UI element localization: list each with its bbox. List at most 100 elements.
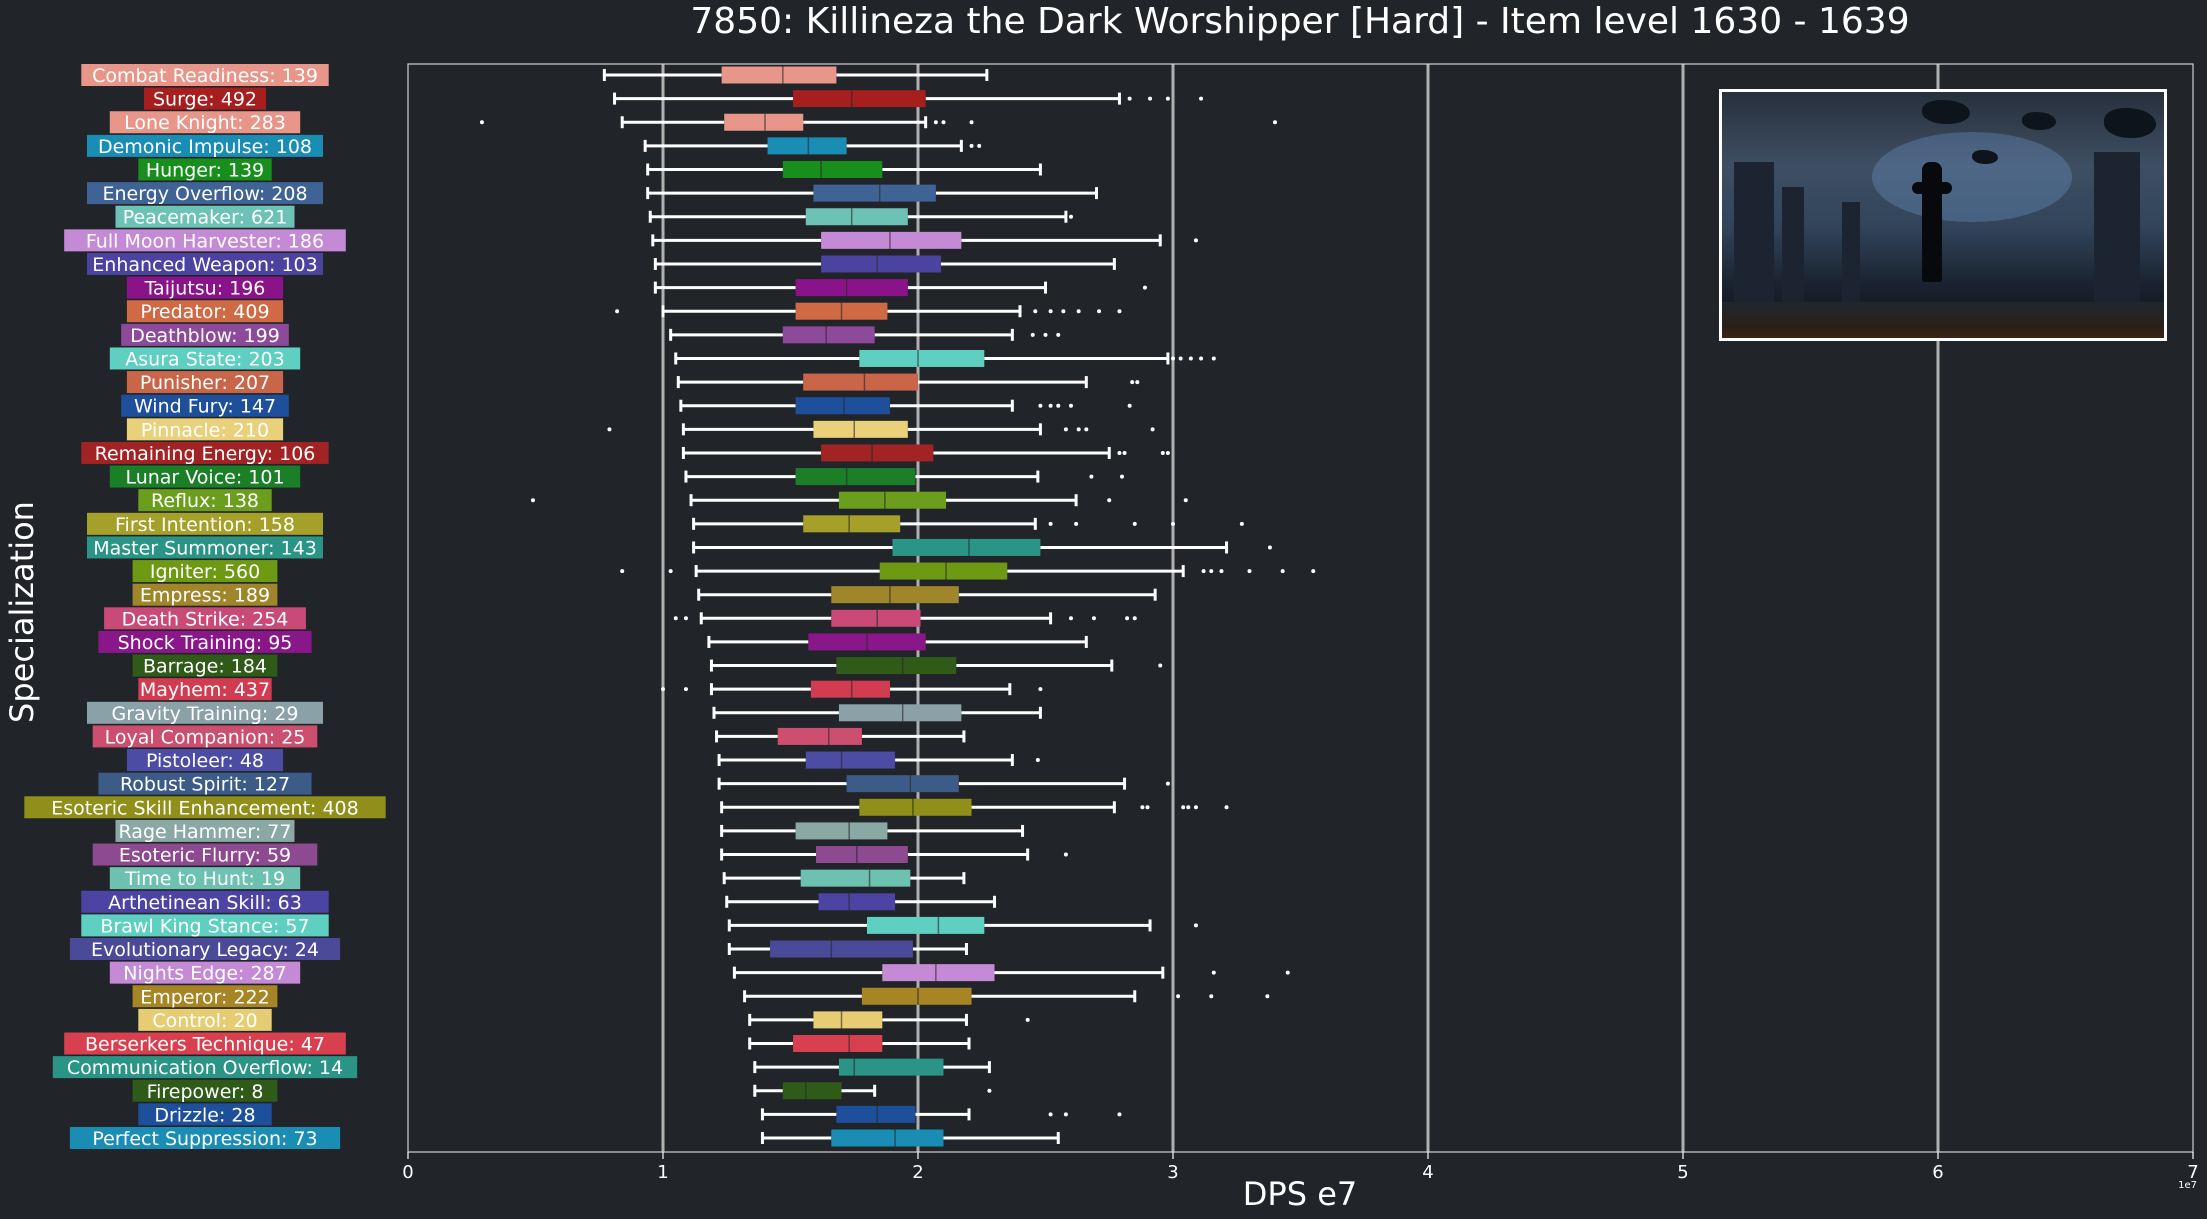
category-label: Communication Overflow: 14	[67, 1057, 343, 1079]
x-tick-label: 4	[1422, 1162, 1433, 1183]
outlier-point	[1267, 545, 1272, 550]
category-label-bg	[144, 87, 266, 110]
outlier-point	[1135, 380, 1140, 385]
category-label: Esoteric Skill Enhancement: 408	[51, 797, 359, 819]
outlier-point	[1048, 309, 1053, 314]
category-label-bg	[81, 890, 329, 913]
box	[795, 397, 890, 415]
outlier-point	[1311, 569, 1316, 574]
outlier-point	[1239, 521, 1244, 526]
box	[879, 562, 1008, 580]
outlier-point	[1193, 238, 1198, 243]
category-label-bg	[81, 914, 329, 937]
category-label-bg	[109, 867, 301, 890]
box	[859, 349, 985, 367]
category-label: Emperor: 222	[140, 986, 269, 1008]
category-label-bg	[132, 985, 278, 1008]
outlier-point	[1061, 309, 1066, 314]
outlier-point	[987, 1088, 992, 1093]
category-label: Peacemaker: 621	[123, 207, 288, 229]
category-label-bg	[87, 252, 323, 275]
outlier-point	[969, 120, 974, 125]
outlier-point	[1043, 332, 1048, 337]
category-label: Punisher: 207	[140, 372, 270, 394]
box	[836, 657, 957, 675]
outlier-point	[1120, 474, 1124, 479]
category-label-bg	[109, 961, 301, 984]
outlier-point	[969, 143, 974, 148]
category-label: Arthetinean Skill: 63	[108, 892, 302, 914]
x-axis-label: DPS e7	[1243, 1175, 1357, 1213]
box	[882, 964, 995, 982]
box	[795, 468, 916, 486]
category-label: Nights Edge: 287	[123, 963, 287, 985]
box	[831, 609, 921, 627]
outlier-point	[1063, 1112, 1068, 1117]
category-label: Pinnacle: 210	[141, 419, 269, 441]
category-label-bg	[132, 583, 278, 606]
box	[767, 137, 847, 155]
category-label-bg	[126, 418, 284, 441]
category-label-bg	[115, 205, 295, 228]
category-label-bg	[64, 229, 346, 252]
category-label: Master Summoner: 143	[93, 537, 317, 559]
outlier-point	[1280, 569, 1285, 574]
outlier-point	[1063, 427, 1068, 432]
outlier-point	[1209, 994, 1214, 999]
outlier-point	[1211, 356, 1216, 361]
box	[782, 1082, 842, 1100]
x-tick-label: 6	[1932, 1162, 1943, 1183]
category-label: Shock Training: 95	[118, 632, 293, 654]
plot-area-frame	[407, 63, 2194, 1153]
box	[803, 515, 901, 533]
outlier-point	[1132, 521, 1137, 526]
outlier-point	[1193, 805, 1198, 810]
outlier-point	[1150, 427, 1155, 432]
category-label-bg	[87, 134, 323, 157]
category-label-bg	[138, 1008, 272, 1031]
category-label-bg	[126, 300, 284, 323]
outlier-point	[1069, 616, 1073, 621]
category-label: Berserkers Technique: 47	[85, 1034, 325, 1056]
outlier-point	[1140, 805, 1145, 810]
outlier-point	[1224, 805, 1229, 810]
category-label: Wind Fury: 147	[134, 396, 276, 418]
outlier-point	[1165, 96, 1170, 101]
box	[859, 798, 972, 816]
chart-title: 7850: Killineza the Dark Worshipper [Har…	[690, 1, 1909, 42]
outlier-point	[1127, 403, 1132, 408]
box	[831, 586, 959, 604]
x-tick-label: 2	[912, 1162, 923, 1183]
category-label-bg	[64, 1032, 346, 1055]
outlier-point	[1273, 120, 1277, 125]
outlier-point	[1097, 309, 1102, 314]
outlier-point	[1117, 309, 1122, 314]
category-label-bg	[132, 654, 278, 677]
box	[831, 1129, 944, 1147]
outlier-point	[1142, 285, 1147, 290]
outlier-point	[479, 120, 484, 125]
outlier-point	[661, 687, 665, 692]
category-label-bg	[138, 158, 272, 181]
box	[770, 940, 913, 958]
box	[800, 869, 911, 887]
outlier-point	[607, 427, 612, 432]
category-label-bg	[109, 111, 301, 134]
outlier-point	[1125, 616, 1130, 621]
outlier-point	[1186, 805, 1191, 810]
outlier-point	[1199, 356, 1204, 361]
category-label: Barrage: 184	[143, 656, 267, 678]
outlier-point	[1188, 356, 1193, 361]
outlier-point	[1285, 970, 1290, 975]
outlier-point	[1158, 663, 1163, 668]
outlier-point	[1165, 781, 1170, 786]
category-label: Demonic Impulse: 108	[98, 136, 312, 158]
outlier-point	[1030, 332, 1035, 337]
outlier-point	[1145, 805, 1150, 810]
category-label: Robust Spirit: 127	[120, 774, 290, 796]
outlier-point	[941, 120, 946, 125]
outlier-point	[1127, 96, 1132, 101]
box	[803, 373, 918, 391]
box	[838, 491, 947, 509]
